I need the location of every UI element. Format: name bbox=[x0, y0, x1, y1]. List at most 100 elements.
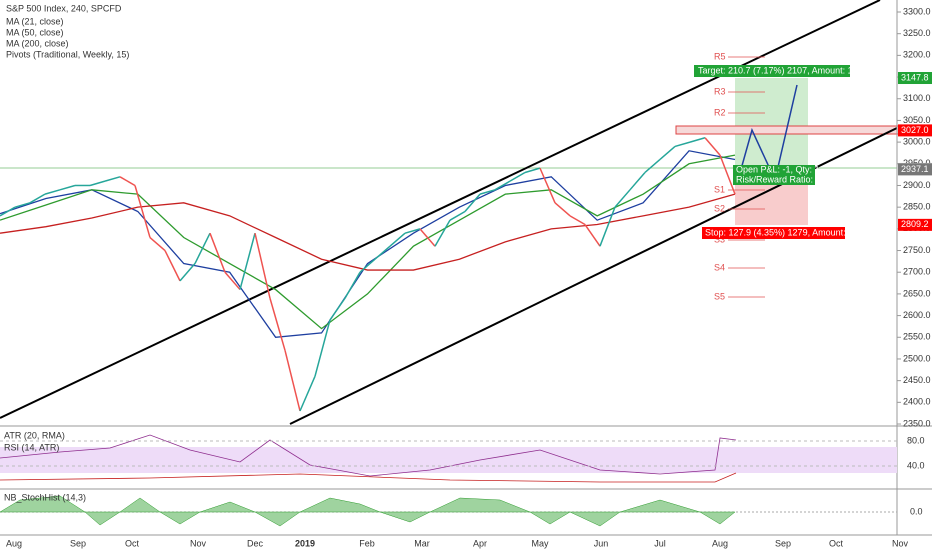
price-tick-label: 3300.0 bbox=[903, 6, 931, 16]
price-tick-label: 2400.0 bbox=[903, 397, 931, 407]
time-label: 2019 bbox=[295, 538, 315, 548]
price-segment bbox=[299, 376, 316, 412]
time-label: May bbox=[531, 538, 549, 548]
time-label: Jul bbox=[654, 538, 666, 548]
price-marker-label: 2809.2 bbox=[901, 219, 929, 229]
price-segment bbox=[479, 189, 496, 195]
price-segment bbox=[29, 193, 46, 204]
price-marker-label: 3147.8 bbox=[901, 72, 929, 82]
price-tick-label: 2600.0 bbox=[903, 310, 931, 320]
time-label: Oct bbox=[125, 538, 140, 548]
price-marker bbox=[898, 124, 932, 137]
price-segment bbox=[659, 145, 676, 161]
pivot-label: R3 bbox=[714, 86, 726, 96]
price-segment bbox=[239, 232, 256, 290]
price-segment bbox=[524, 167, 541, 174]
price-marker bbox=[898, 72, 932, 85]
atr-line bbox=[0, 434, 737, 477]
price-segment bbox=[314, 319, 331, 377]
rsi-band bbox=[0, 447, 897, 473]
price-segment bbox=[419, 228, 436, 247]
price-segment bbox=[374, 245, 391, 260]
price-segment bbox=[209, 232, 226, 273]
indicator-label: ATR (20, RMA) bbox=[4, 430, 65, 440]
moving-average bbox=[0, 154, 736, 330]
price-segment bbox=[359, 258, 376, 273]
rsi-line bbox=[0, 472, 737, 483]
price-segment bbox=[164, 250, 181, 282]
price-segment bbox=[179, 263, 196, 282]
time-label: Nov bbox=[892, 538, 909, 548]
price-tick-label: 2700.0 bbox=[903, 267, 931, 277]
time-label: Aug bbox=[6, 538, 22, 548]
price-tick-label: 2350.0 bbox=[903, 418, 931, 428]
stop-label-bg bbox=[702, 227, 845, 239]
time-label: Dec bbox=[247, 538, 264, 548]
price-tick-label: 2450.0 bbox=[903, 375, 931, 385]
price-tick-label: 2650.0 bbox=[903, 288, 931, 298]
study-label: MA (21, close) bbox=[6, 16, 64, 26]
price-segment bbox=[599, 206, 616, 247]
price-segment bbox=[59, 184, 76, 191]
price-segment bbox=[584, 224, 601, 247]
price-marker-label: 3027.0 bbox=[901, 125, 929, 135]
price-tick-label: 3050.0 bbox=[903, 115, 931, 125]
study-label: MA (50, close) bbox=[6, 27, 64, 37]
price-tick-label: 3250.0 bbox=[903, 28, 931, 38]
price-segment bbox=[224, 271, 241, 291]
price-segment bbox=[674, 141, 691, 148]
pl-label-bg bbox=[733, 165, 815, 185]
price-segment bbox=[254, 233, 271, 299]
price-segment bbox=[269, 298, 286, 351]
stop-label: Stop: 127.9 (4.35%) 1279, Amount: 872.1 bbox=[705, 227, 871, 237]
time-label: Feb bbox=[359, 538, 375, 548]
stoch-tick-label: 0.0 bbox=[910, 506, 923, 516]
time-label: Oct bbox=[829, 538, 844, 548]
price-marker bbox=[898, 218, 932, 231]
price-segment bbox=[569, 215, 586, 226]
price-segment bbox=[644, 158, 661, 174]
price-segment bbox=[104, 176, 121, 182]
pivot-label: S1 bbox=[714, 184, 725, 194]
price-tick-label: 3000.0 bbox=[903, 136, 931, 146]
price-segment bbox=[464, 193, 481, 212]
price-segment bbox=[434, 219, 451, 247]
pivot-label: S3 bbox=[714, 234, 725, 244]
time-label: Mar bbox=[414, 538, 430, 548]
rsi-tick-label: 80.0 bbox=[907, 435, 925, 445]
price-segment bbox=[404, 228, 421, 234]
resistance-zone bbox=[675, 125, 932, 135]
target-label: Target: 210.7 (7.17%) 2107, Amount: 1210… bbox=[698, 65, 875, 75]
time-label: Aug bbox=[712, 538, 728, 548]
study-label: MA (200, close) bbox=[6, 38, 69, 48]
price-tick-label: 2900.0 bbox=[903, 180, 931, 190]
price-tick-label: 3100.0 bbox=[903, 93, 931, 103]
time-label: Sep bbox=[775, 538, 791, 548]
price-segment bbox=[89, 180, 106, 187]
time-label: Jun bbox=[594, 538, 609, 548]
price-segment bbox=[704, 137, 721, 156]
target-label-bg bbox=[694, 65, 850, 77]
price-tick-label: 2850.0 bbox=[903, 202, 931, 212]
price-tick-label: 3200.0 bbox=[903, 50, 931, 60]
time-label: Nov bbox=[190, 538, 207, 548]
price-segment bbox=[539, 167, 556, 204]
price-segment bbox=[14, 202, 31, 208]
indicator-label: NB_StochHist (14,3) bbox=[4, 492, 86, 502]
indicator-label: RSI (14, ATR) bbox=[4, 442, 59, 452]
price-segment bbox=[0, 206, 16, 217]
price-segment bbox=[329, 297, 346, 321]
price-segment bbox=[119, 176, 136, 187]
pivot-label: R2 bbox=[714, 107, 726, 117]
price-segment bbox=[284, 350, 301, 412]
price-segment bbox=[494, 180, 511, 191]
open-pl: Open P&L: -1, Qty: 1 bbox=[736, 164, 820, 174]
stoch-hist bbox=[0, 495, 736, 527]
risk-reward: Risk/Reward Ratio: 1.65 bbox=[736, 174, 833, 184]
price-segment bbox=[554, 202, 571, 217]
price-segment bbox=[44, 189, 61, 195]
moving-average bbox=[0, 193, 736, 271]
price-segment bbox=[449, 210, 466, 221]
price-tick-label: 2500.0 bbox=[903, 353, 931, 363]
